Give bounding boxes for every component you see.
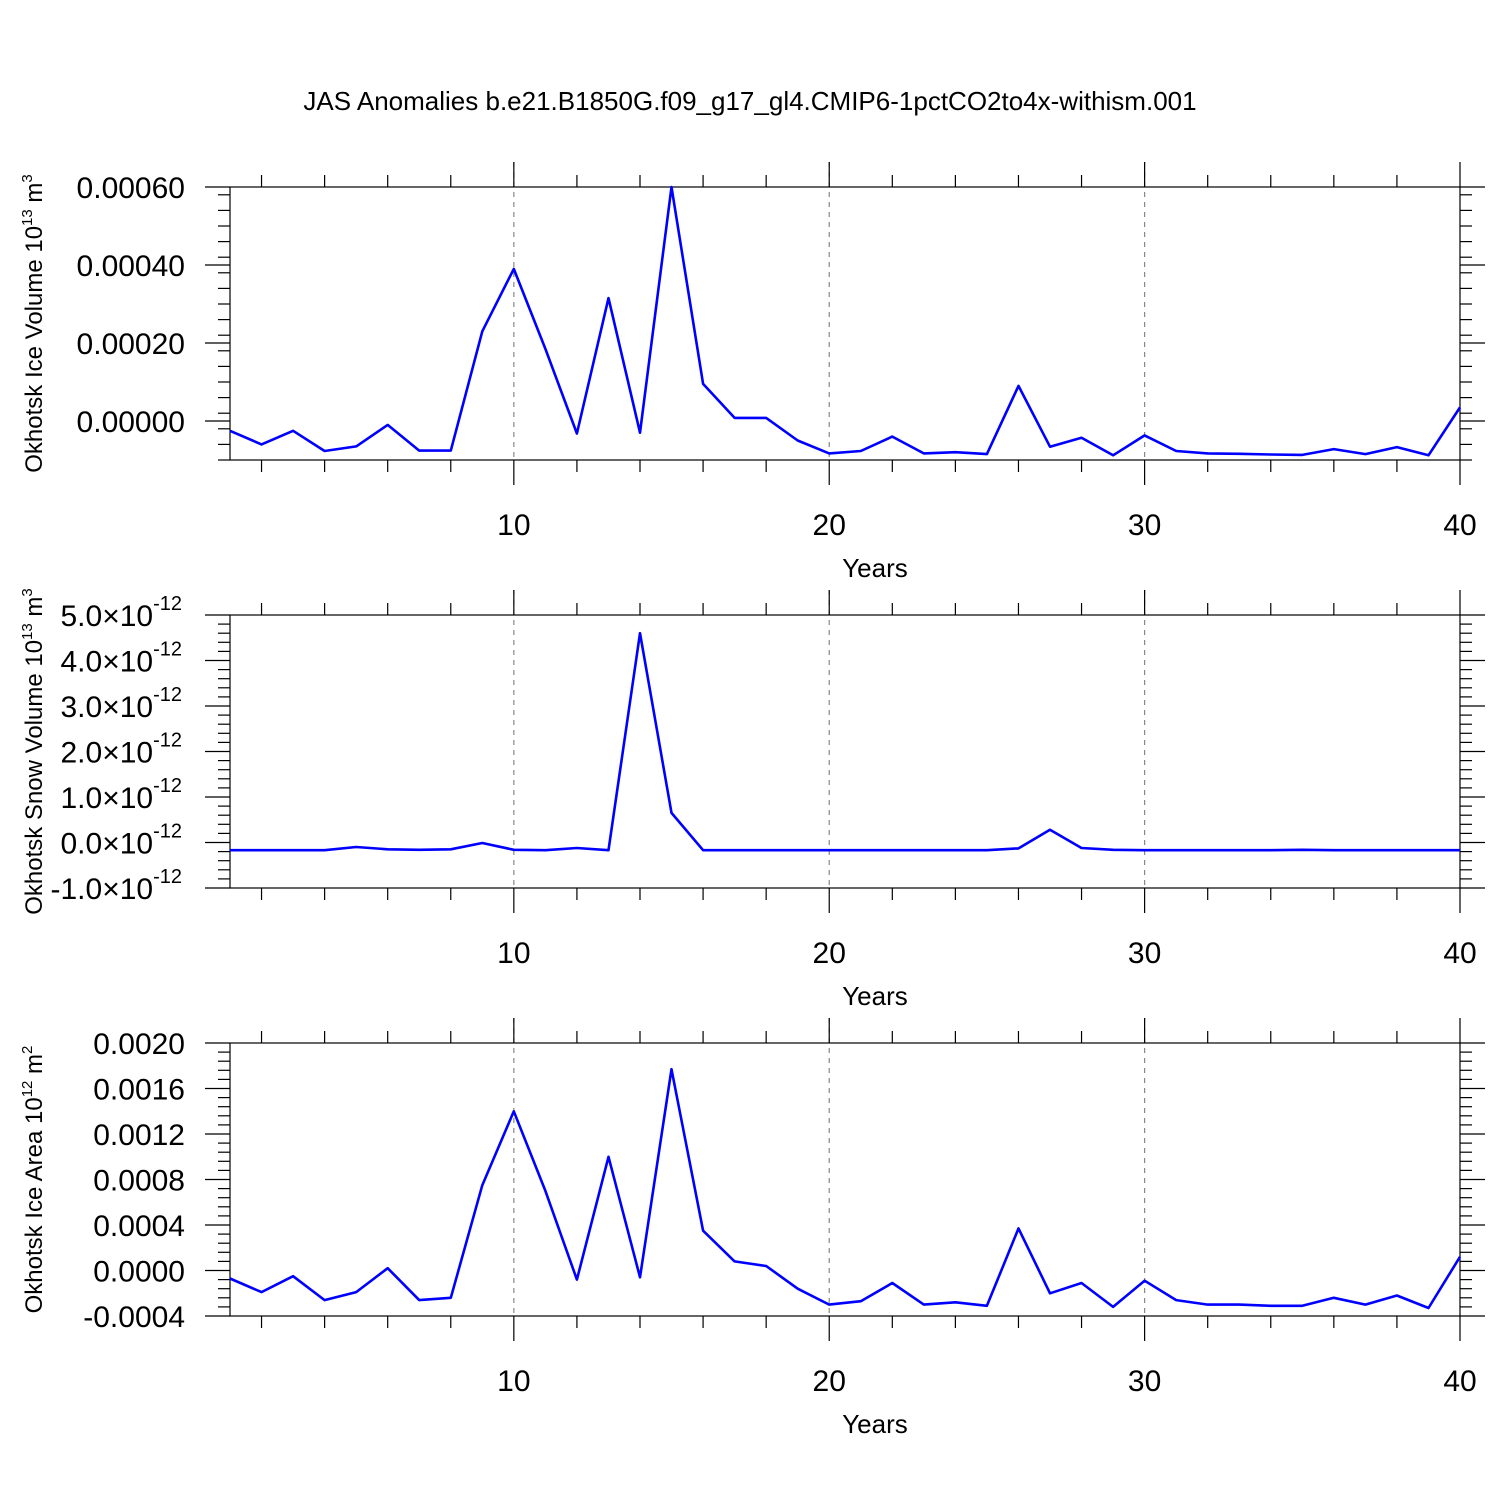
y-axis-label: Okhotsk Snow Volume 1013 m3: [19, 588, 48, 915]
x-tick-label: 20: [813, 937, 846, 970]
y-tick-label: -0.0004: [83, 1301, 185, 1334]
x-tick-label: 30: [1128, 509, 1161, 542]
y-tick-label: 0.0×10-12: [61, 821, 183, 861]
plot-frame: [229, 186, 1461, 461]
x-tick-label: 10: [497, 1365, 530, 1398]
y-tick-label: -1.0×10-12: [51, 866, 183, 906]
panels: 10 20 30 40 Years 0.00000 0.00020 0.00040 0.0006…: [19, 162, 1485, 1439]
y-tick-label: 0.0004: [93, 1210, 185, 1243]
x-tick-label: 40: [1443, 937, 1476, 970]
panel-1: 10 20 30 40 Years 0.00000 0.00020 0.00040 0.0006…: [19, 162, 1485, 583]
plot-frame: [229, 1042, 1461, 1317]
plot-frame: [229, 614, 1461, 889]
x-tick-label: 20: [813, 509, 846, 542]
y-tick-label: 3.0×10-12: [61, 684, 183, 724]
y-tick-label: 0.00020: [77, 328, 185, 361]
y-axis-label: Okhotsk Ice Area 1012 m2: [19, 1046, 48, 1314]
panel-2: 10 20 30 40 Years -1.0×10-12 0.0×10-12 1.0×10-1…: [19, 588, 1485, 1011]
series-line: [230, 631, 1460, 852]
y-tick-label: 0.0008: [93, 1165, 185, 1198]
x-tick-label: 40: [1443, 1365, 1476, 1398]
chart-title: JAS Anomalies b.e21.B1850G.f09_g17_gl4.C…: [303, 86, 1196, 116]
y-axis-label: Okhotsk Ice Volume 1013 m3: [19, 174, 48, 473]
y-tick-label: 5.0×10-12: [61, 593, 183, 633]
series-line: [229, 1067, 1462, 1310]
x-tick-label: 30: [1128, 937, 1161, 970]
x-tick-label: 30: [1128, 1365, 1161, 1398]
x-tick-label: 40: [1443, 509, 1476, 542]
y-tick-label: 0.00040: [77, 250, 185, 283]
x-axis-label: Years: [842, 553, 908, 583]
y-tick-label: 4.0×10-12: [61, 639, 183, 679]
series-line: [229, 185, 1462, 457]
x-tick-label: 10: [497, 937, 530, 970]
y-tick-label: 0.0016: [93, 1074, 185, 1107]
x-axis-label: Years: [842, 1409, 908, 1439]
x-tick-label: 10: [497, 509, 530, 542]
y-tick-label: 0.0012: [93, 1119, 185, 1152]
y-tick-label: 0.0000: [93, 1256, 185, 1289]
x-axis-label: Years: [842, 981, 908, 1011]
y-tick-label: 0.00060: [77, 172, 185, 205]
y-tick-label: 1.0×10-12: [61, 775, 183, 815]
y-tick-label: 2.0×10-12: [61, 730, 183, 770]
panel-3: 10 20 30 40 Years -0.0004 0.0000 0.0004 0.0008 0.…: [19, 1018, 1485, 1439]
x-tick-label: 20: [813, 1365, 846, 1398]
y-tick-label: 0.0020: [93, 1028, 185, 1061]
y-tick-label: 0.00000: [77, 406, 185, 439]
